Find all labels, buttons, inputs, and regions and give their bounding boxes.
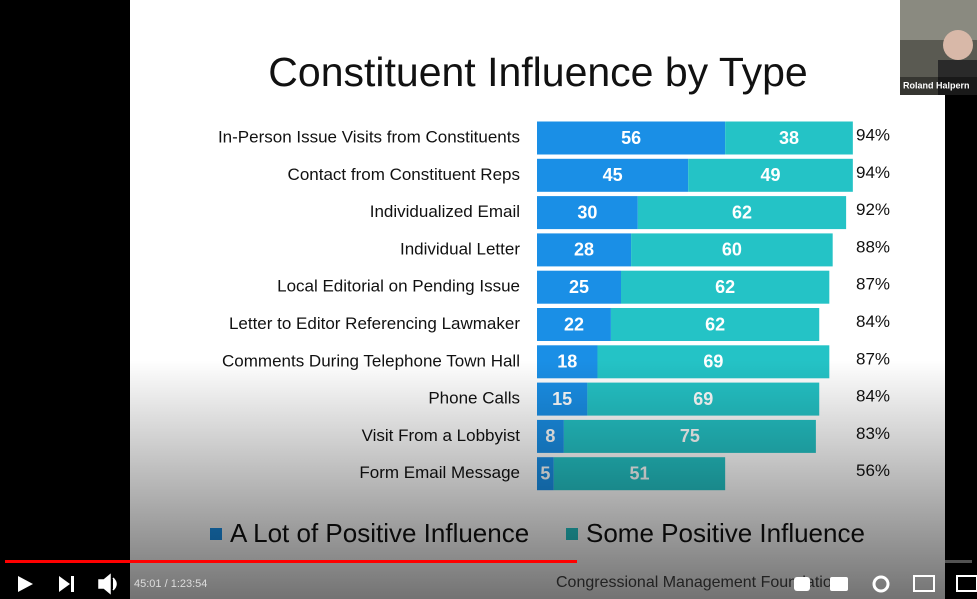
theater-button[interactable] — [956, 575, 977, 592]
category-label: Individual Letter — [400, 239, 520, 258]
category-label: Letter to Editor Referencing Lawmaker — [229, 314, 520, 333]
bar-value-label: 62 — [732, 202, 752, 222]
bar-value-label: 45 — [603, 165, 623, 185]
volume-button[interactable] — [98, 573, 117, 595]
progress-played — [5, 560, 577, 563]
bar-segment — [537, 121, 726, 155]
slide-footer: Congressional Management Foundation — [556, 574, 841, 591]
bar-value-label: 60 — [722, 240, 742, 260]
bar-value-label: 49 — [761, 165, 781, 185]
total-label: 94% — [856, 163, 890, 182]
webcam: Roland Halpern — [900, 0, 977, 95]
bar-segment — [725, 121, 853, 155]
category-label: Individualized Email — [370, 202, 520, 221]
bar-segment — [610, 308, 820, 341]
bar-value-label: 62 — [715, 277, 735, 297]
bar-value-label: 28 — [574, 240, 594, 260]
bar-segment — [688, 158, 853, 192]
autoplay-toggle[interactable] — [794, 577, 810, 591]
total-label: 87% — [856, 275, 890, 294]
bar-segment — [621, 270, 830, 304]
bar-value-label: 22 — [564, 314, 584, 334]
bar-value-label: 38 — [779, 128, 799, 148]
bar-value-label: 62 — [705, 314, 725, 334]
time-display: 45:01 / 1:23:54 — [134, 578, 207, 590]
bar-value-label: 25 — [569, 277, 589, 297]
bar-segment — [637, 196, 847, 230]
captions-button[interactable] — [830, 577, 848, 591]
total-label: 94% — [856, 125, 890, 144]
bar-segment — [537, 308, 611, 341]
bar-segment — [631, 233, 833, 267]
category-label: Local Editorial on Pending Issue — [277, 277, 520, 296]
next-button[interactable] — [59, 576, 74, 592]
bar-value-label: 56 — [621, 128, 641, 148]
bar-segment — [537, 233, 632, 267]
miniplayer-button[interactable] — [913, 575, 935, 592]
bar-segment — [537, 270, 621, 304]
category-label: In-Person Issue Visits from Constituents — [218, 127, 520, 146]
total-label: 92% — [856, 200, 890, 219]
chart-title: Constituent Influence by Type — [268, 49, 807, 95]
bar-value-label: 30 — [577, 202, 597, 222]
presenter-name: Roland Halpern — [903, 80, 970, 90]
play-button[interactable] — [18, 576, 33, 592]
bar-segment — [537, 158, 689, 192]
total-label: 84% — [856, 312, 890, 331]
total-label: 88% — [856, 237, 890, 256]
bar-segment — [537, 196, 638, 230]
settings-button[interactable] — [872, 575, 890, 593]
control-shade — [0, 360, 977, 599]
category-label: Contact from Constituent Reps — [288, 165, 520, 184]
